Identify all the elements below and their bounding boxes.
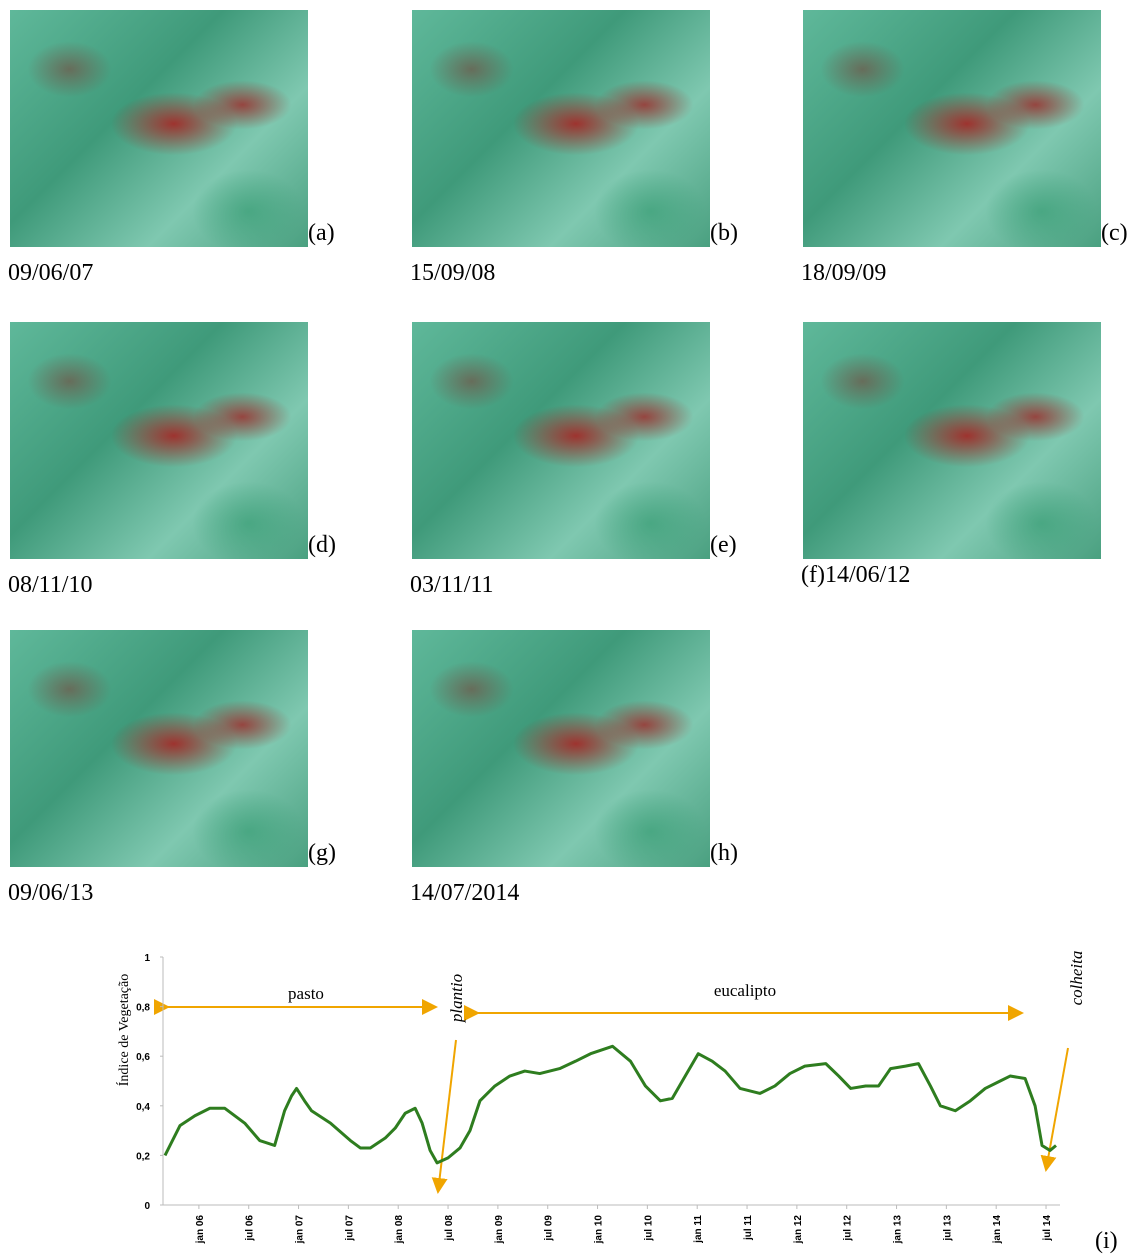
- satellite-image: [10, 630, 308, 867]
- panel-date: 03/11/11: [410, 572, 494, 599]
- satellite-image: [412, 322, 710, 559]
- annotation: colheita: [1067, 951, 1086, 1006]
- x-tick-label: jul 13: [942, 1215, 953, 1242]
- satellite-image: [412, 10, 710, 247]
- satellite-image: [803, 10, 1101, 247]
- panel-date: 08/11/10: [8, 572, 92, 599]
- y-tick-label: 0,4: [136, 1102, 150, 1113]
- panel-letter: (c): [1101, 220, 1128, 247]
- x-tick-label: jan 09: [494, 1215, 505, 1245]
- x-tick-label: jan 10: [594, 1215, 605, 1245]
- panel-letter: (e): [710, 532, 737, 559]
- y-tick-label: 0,6: [136, 1052, 150, 1063]
- panel-date: (f)14/06/12: [801, 562, 910, 589]
- panel-date: 18/09/09: [801, 260, 886, 287]
- x-tick-label: jul 11: [743, 1215, 754, 1241]
- y-tick-label: 1: [144, 953, 150, 964]
- satellite-image: [10, 322, 308, 559]
- annotation: eucalipto: [714, 981, 776, 1000]
- panel-letter: (d): [308, 532, 336, 559]
- satellite-image: [412, 630, 710, 867]
- x-tick-label: jul 06: [245, 1215, 256, 1242]
- panel-date: 14/07/2014: [410, 880, 519, 907]
- panel-letter: (h): [710, 840, 738, 867]
- y-tick-label: 0,8: [136, 1003, 150, 1014]
- y-tick-label: 0,2: [136, 1151, 150, 1162]
- satellite-image: [803, 322, 1101, 559]
- x-tick-label: jan 11: [693, 1215, 704, 1244]
- x-tick-label: jan 06: [195, 1215, 206, 1245]
- chart: Índice de Vegetação pasto plantio eucali…: [0, 930, 1138, 1258]
- x-tick-label: jul 10: [643, 1215, 654, 1242]
- y-tick-label: 0: [144, 1201, 150, 1212]
- page: (a) 09/06/07 (b) 15/09/08 (c) 18/09/09 (d) 08/1…: [0, 0, 1138, 1258]
- panel-date: 09/06/07: [8, 260, 93, 287]
- panel-letter: (b): [710, 220, 738, 247]
- line: [165, 1046, 1056, 1163]
- x-tick-label: jan 13: [893, 1215, 904, 1245]
- panel-letter: (a): [308, 220, 335, 247]
- x-tick-label: jan 12: [793, 1215, 804, 1245]
- x-tick-label: jul 12: [843, 1215, 854, 1242]
- x-tick-label: jul 14: [1042, 1215, 1053, 1242]
- satellite-image: [10, 10, 308, 247]
- x-tick-label: jul 07: [344, 1215, 355, 1242]
- annotation: plantio: [447, 974, 466, 1023]
- panel-letter: (g): [308, 840, 336, 867]
- x-tick-label: jan 08: [394, 1215, 405, 1245]
- x-tick-label: jan 14: [992, 1215, 1003, 1245]
- panel-date: 09/06/13: [8, 880, 93, 907]
- panel-date: 15/09/08: [410, 260, 495, 287]
- x-tick-label: jul 08: [444, 1215, 455, 1242]
- arrow: [438, 1040, 456, 1192]
- panel-label: (i): [1095, 1228, 1118, 1254]
- x-tick-label: jan 07: [295, 1215, 306, 1245]
- annotation: pasto: [288, 984, 324, 1003]
- y-label: Índice de Vegetação: [115, 974, 132, 1086]
- x-tick-label: jul 09: [544, 1215, 555, 1242]
